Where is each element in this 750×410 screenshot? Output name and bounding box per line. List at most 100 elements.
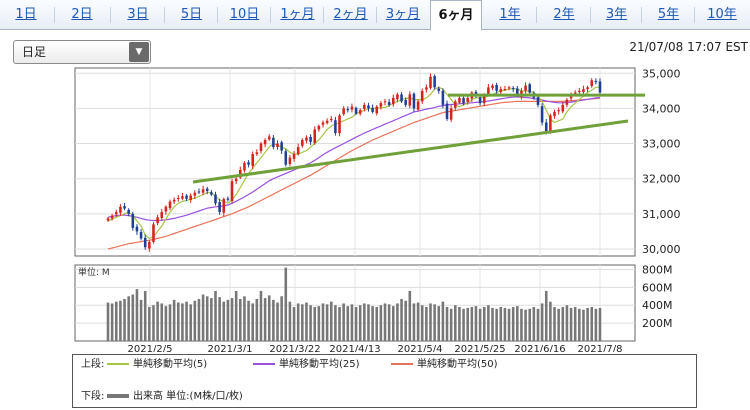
volume-bar xyxy=(553,307,556,341)
candle-body xyxy=(156,217,159,224)
candle-body xyxy=(371,107,374,112)
volume-bar xyxy=(375,307,379,341)
volume-bar xyxy=(168,304,172,341)
tab-separator xyxy=(270,7,271,23)
volume-tick-label: 200M xyxy=(642,317,673,330)
tab-period[interactable]: 2ヶ月 xyxy=(333,7,368,22)
tab-period[interactable]: 10日 xyxy=(229,7,260,22)
timestamp: 21/07/08 17:07 EST xyxy=(629,40,748,54)
candle-body xyxy=(408,94,412,106)
volume-bar xyxy=(495,308,498,341)
price-tick-label: 34,000 xyxy=(642,102,681,115)
volume-bar xyxy=(152,305,155,341)
candle-body xyxy=(243,162,246,171)
volume-bar xyxy=(255,298,259,341)
candle-body xyxy=(358,110,362,114)
candle-body xyxy=(375,106,379,114)
volume-bar xyxy=(420,305,424,341)
volume-bar xyxy=(590,307,594,341)
triangle-down-icon[interactable]: ▼ xyxy=(129,42,149,62)
volume-bar xyxy=(177,302,180,341)
candle-body xyxy=(325,120,329,124)
volume-bar xyxy=(445,307,449,341)
volume-bar xyxy=(561,307,565,341)
ma50-line xyxy=(107,97,601,250)
candle-body xyxy=(114,212,118,215)
volume-bar xyxy=(259,290,263,341)
candle-body xyxy=(478,97,482,104)
volume-bar xyxy=(454,305,457,341)
candle-body xyxy=(482,96,486,104)
tab-period[interactable]: 2日 xyxy=(71,7,93,22)
volume-bar xyxy=(441,301,445,341)
x-tick-label: 2021/3/1 xyxy=(208,344,253,352)
candle-body xyxy=(387,102,391,105)
tab-period[interactable]: 3年 xyxy=(605,7,628,22)
volume-bar xyxy=(503,307,507,341)
candle-body xyxy=(234,178,238,182)
volume-bar xyxy=(280,296,283,341)
candle-body xyxy=(313,129,317,144)
candle-body xyxy=(495,84,498,91)
candle-body xyxy=(433,76,436,88)
candle-body xyxy=(549,115,552,132)
tab-period[interactable]: 2年 xyxy=(553,7,575,22)
volume-bar xyxy=(487,305,490,341)
candle-body xyxy=(280,142,283,151)
candle-body xyxy=(553,111,556,117)
volume-bar xyxy=(272,299,275,341)
tab-period[interactable]: 1日 xyxy=(15,7,37,22)
tab-period[interactable]: 6ヶ月 xyxy=(430,0,482,31)
volume-bar xyxy=(164,306,168,341)
candle-body xyxy=(239,169,242,178)
candle-body xyxy=(152,224,155,242)
volume-bar xyxy=(544,290,548,341)
tab-period[interactable]: 5年 xyxy=(657,7,680,22)
chart-type-select[interactable]: 日足 ▼ xyxy=(13,40,151,64)
tab-period[interactable]: 1ヶ月 xyxy=(280,7,315,22)
candle-body xyxy=(458,97,461,103)
candle-body xyxy=(598,81,602,93)
volume-bar xyxy=(131,294,135,341)
candle-body xyxy=(189,195,192,200)
candle-body xyxy=(309,136,312,142)
tab-period[interactable]: 5日 xyxy=(180,7,203,22)
candle-body xyxy=(247,162,250,165)
candle-body xyxy=(259,143,263,152)
stock-chart: 35,000 34,000 33,000 32,000 31,000 30,000 800… xyxy=(74,67,681,352)
volume-bar xyxy=(367,304,370,341)
legend-ma5: 単純移動平均(5) xyxy=(107,357,207,373)
volume-bar xyxy=(263,298,267,341)
volume-bar xyxy=(230,298,234,341)
volume-bar xyxy=(557,308,560,341)
volume-bar xyxy=(565,305,569,341)
volume-bar xyxy=(234,290,238,341)
volume-bar xyxy=(205,296,209,341)
candle-body xyxy=(127,209,130,214)
candle-body xyxy=(491,85,494,88)
volume-unit-label: 単位: M xyxy=(78,266,110,278)
volume-bar xyxy=(528,308,531,341)
x-tick-label: 2021/5/4 xyxy=(398,344,443,352)
volume-bar xyxy=(379,305,383,341)
volume-bar xyxy=(135,289,139,341)
volume-bar xyxy=(578,308,581,341)
tab-separator xyxy=(110,7,111,23)
tab-period[interactable]: 1年 xyxy=(499,7,521,22)
volume-bar xyxy=(243,296,246,341)
candle-body xyxy=(177,198,180,200)
candle-body xyxy=(429,76,432,88)
tab-period[interactable]: 3ヶ月 xyxy=(385,7,421,22)
tab-period[interactable]: 10年 xyxy=(707,7,737,22)
candle-body xyxy=(321,122,325,125)
tab-period[interactable]: 3日 xyxy=(127,7,149,22)
volume-bar xyxy=(586,307,589,341)
candle-body xyxy=(590,80,594,87)
volume-bar xyxy=(363,303,366,341)
volume-swatch xyxy=(107,394,129,398)
volume-bar xyxy=(143,290,147,341)
candle-body xyxy=(416,101,420,110)
tab-separator xyxy=(694,7,695,23)
candle-body xyxy=(230,181,234,202)
candle-body xyxy=(462,97,465,104)
